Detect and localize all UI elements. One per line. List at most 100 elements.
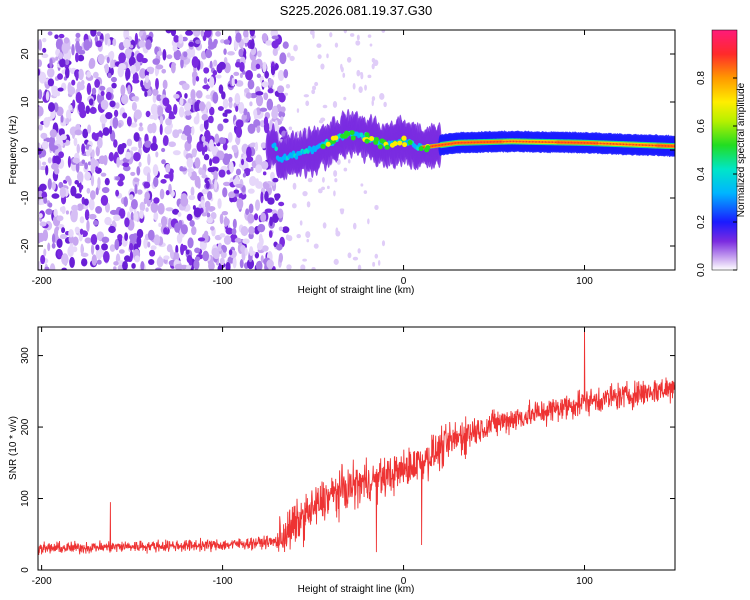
noise-blob xyxy=(100,194,109,206)
noise-blob xyxy=(106,56,110,64)
noise-blob xyxy=(77,54,85,62)
noise-blob xyxy=(75,162,80,173)
noise-blob xyxy=(79,172,84,184)
noise-blob xyxy=(140,79,144,88)
carrier-knot xyxy=(401,135,407,141)
colorbar-tick-label: 0.0 xyxy=(696,263,707,277)
noise-blob xyxy=(263,116,269,127)
noise-blob xyxy=(161,68,167,74)
noise-blob xyxy=(109,244,116,252)
noise-blob xyxy=(57,73,63,80)
noise-blob xyxy=(72,99,76,109)
noise-blob xyxy=(243,108,248,116)
noise-blob xyxy=(197,237,206,242)
carrier-knot xyxy=(364,138,370,144)
noise-blob xyxy=(58,128,65,137)
noise-blob xyxy=(248,226,255,235)
noise-blob xyxy=(246,111,251,122)
noise-blob xyxy=(190,89,196,101)
noise-blob xyxy=(255,94,264,107)
noise-blob xyxy=(352,222,357,230)
noise-blob xyxy=(147,153,151,166)
noise-blob xyxy=(170,61,176,74)
noise-blob xyxy=(178,106,185,118)
noise-blob xyxy=(134,32,139,45)
noise-blob xyxy=(313,243,319,249)
noise-blob xyxy=(118,208,126,219)
noise-blob xyxy=(184,102,192,112)
noise-blob xyxy=(152,58,160,65)
noise-blob xyxy=(59,58,66,68)
noise-blob xyxy=(203,230,209,238)
noise-blob xyxy=(133,211,139,222)
snr-frame xyxy=(37,326,676,571)
noise-blob xyxy=(364,84,367,91)
noise-blob xyxy=(245,70,254,81)
noise-blob xyxy=(61,205,66,215)
noise-blob xyxy=(47,242,51,252)
noise-blob xyxy=(131,96,139,102)
noise-blob xyxy=(140,260,145,270)
x-tick-label: 100 xyxy=(576,576,593,587)
noise-blob xyxy=(257,50,262,58)
noise-blob xyxy=(134,109,142,120)
noise-blob xyxy=(129,122,138,128)
noise-blob xyxy=(226,169,231,175)
noise-blob xyxy=(278,252,284,263)
noise-blob xyxy=(40,254,46,265)
noise-blob xyxy=(367,34,372,38)
noise-blob xyxy=(180,243,185,256)
noise-blob xyxy=(90,233,98,246)
noise-blob xyxy=(186,213,193,221)
noise-blob xyxy=(272,177,279,183)
noise-blob xyxy=(318,188,323,194)
noise-blob xyxy=(148,114,157,120)
noise-blob xyxy=(38,213,43,219)
noise-blob xyxy=(221,211,229,216)
noise-blob xyxy=(159,123,163,136)
noise-blob xyxy=(48,202,53,208)
noise-blob xyxy=(162,79,168,90)
noise-blob xyxy=(235,80,244,87)
noise-blob xyxy=(253,108,258,121)
noise-blob xyxy=(61,267,67,270)
noise-blob xyxy=(177,129,183,134)
noise-blob xyxy=(188,258,193,266)
noise-blob xyxy=(64,59,70,66)
noise-blob xyxy=(58,181,64,189)
noise-blob xyxy=(71,44,75,56)
noise-blob xyxy=(116,156,121,168)
noise-blob xyxy=(249,40,255,50)
noise-blob xyxy=(145,110,151,118)
noise-blob xyxy=(204,30,212,38)
noise-blob xyxy=(130,198,138,210)
noise-blob xyxy=(185,249,190,255)
noise-blob xyxy=(46,67,55,78)
noise-blob xyxy=(165,104,172,114)
noise-blob xyxy=(111,220,116,228)
noise-blob xyxy=(302,258,307,262)
noise-blob xyxy=(254,251,260,259)
noise-blob xyxy=(250,47,257,56)
noise-blob xyxy=(126,138,133,147)
noise-blob xyxy=(201,188,210,195)
noise-blob xyxy=(130,171,136,176)
noise-blob xyxy=(268,230,273,238)
snr-y-label: SNR (10 * v/v) xyxy=(8,416,19,480)
noise-blob xyxy=(85,105,91,115)
noise-blob xyxy=(246,146,252,159)
noise-blob xyxy=(311,89,316,95)
noise-blob xyxy=(81,258,88,267)
noise-blob xyxy=(75,40,80,53)
noise-blob xyxy=(355,40,361,46)
noise-blob xyxy=(51,242,56,249)
noise-blob xyxy=(153,197,160,204)
noise-blob xyxy=(133,178,140,183)
noise-blob xyxy=(110,58,115,71)
carrier-knot xyxy=(325,141,331,147)
noise-blob xyxy=(104,177,110,186)
noise-blob xyxy=(245,92,252,99)
noise-blob xyxy=(117,233,123,240)
noise-blob xyxy=(94,79,100,88)
noise-blob xyxy=(45,208,53,215)
